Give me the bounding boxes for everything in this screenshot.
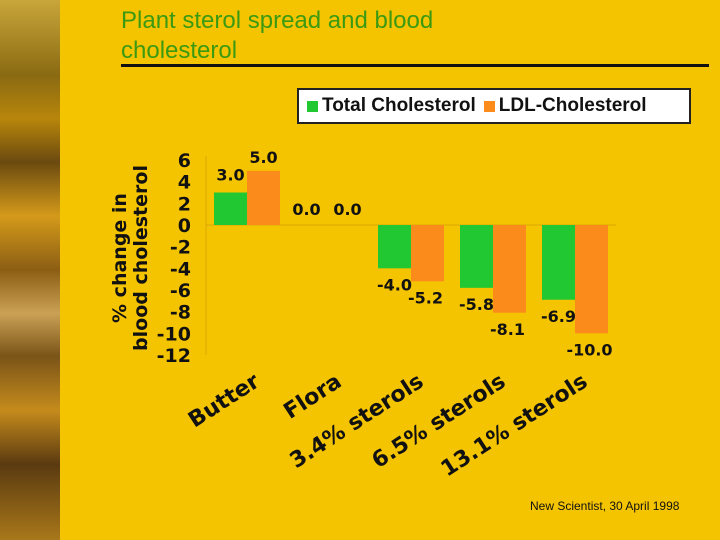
bar-total-0 — [214, 192, 247, 225]
x-category-label-4: 13.1% sterols — [437, 369, 592, 482]
legend-item-total: Total Cholesterol — [307, 95, 476, 117]
bar-total-3 — [460, 225, 493, 288]
y-tick-label: -6 — [170, 280, 191, 302]
decorative-image-strip — [0, 0, 60, 540]
data-label-ldl-0: 5.0 — [249, 148, 277, 167]
slide-title: Plant sterol spread and blood cholestero… — [121, 7, 434, 64]
y-tick-label: 2 — [178, 193, 191, 215]
bar-total-2 — [378, 225, 411, 269]
y-tick-label: 6 — [178, 150, 191, 172]
data-label-total-3: -5.8 — [459, 295, 494, 314]
y-tick-label: -4 — [170, 258, 191, 280]
y-tick-label: 0 — [178, 215, 191, 237]
source-citation: New Scientist, 30 April 1998 — [530, 499, 680, 513]
y-tick-label: 4 — [178, 172, 191, 194]
legend-label-total: Total Cholesterol — [322, 95, 476, 116]
chart-legend: Total Cholesterol LDL-Cholesterol — [297, 88, 691, 124]
bar-ldl-4 — [575, 225, 608, 334]
y-tick-label: -2 — [170, 237, 191, 259]
bar-ldl-3 — [493, 225, 526, 313]
y-tick-label: -10 — [157, 323, 191, 345]
data-label-total-2: -4.0 — [377, 275, 412, 294]
data-label-ldl-4: -10.0 — [566, 340, 612, 359]
data-label-total-1: 0.0 — [292, 200, 320, 219]
legend-label-ldl: LDL-Cholesterol — [498, 95, 647, 116]
y-axis-title: % change inblood cholesterol — [109, 165, 152, 351]
bar-total-4 — [542, 225, 575, 300]
data-label-ldl-3: -8.1 — [490, 320, 525, 339]
legend-swatch-total — [307, 100, 318, 112]
data-label-ldl-2: -5.2 — [408, 288, 443, 307]
x-category-label-0: Butter — [184, 369, 264, 433]
data-label-ldl-1: 0.0 — [333, 200, 361, 219]
x-category-label-1: Flora — [279, 369, 346, 424]
legend-item-ldl: LDL-Cholesterol — [483, 95, 647, 117]
y-tick-label: -8 — [170, 302, 191, 324]
bar-ldl-2 — [411, 225, 444, 282]
legend-swatch-ldl — [483, 100, 495, 112]
data-label-total-4: -6.9 — [541, 307, 576, 326]
y-tick-label: -12 — [157, 345, 191, 367]
bar-ldl-0 — [247, 170, 280, 225]
data-label-total-0: 3.0 — [216, 166, 244, 185]
title-underline — [121, 64, 709, 67]
